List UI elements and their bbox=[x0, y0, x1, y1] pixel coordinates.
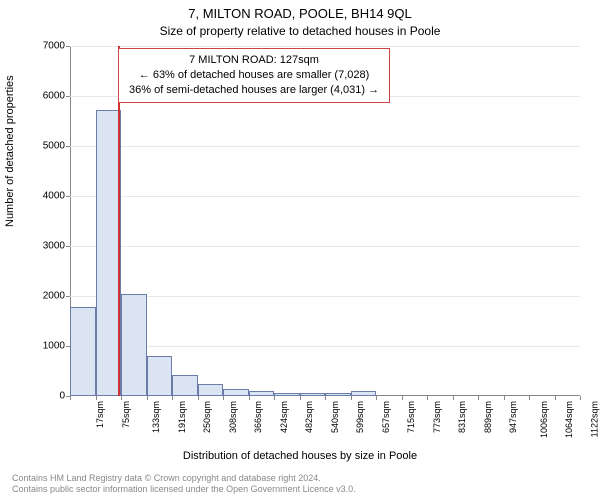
annotation-line-2: ← 63% of detached houses are smaller (7,… bbox=[129, 68, 379, 83]
y-tick-label: 3000 bbox=[30, 241, 65, 252]
x-tick-label: 133sqm bbox=[151, 401, 161, 433]
y-tick-label: 6000 bbox=[30, 91, 65, 102]
x-tick bbox=[70, 396, 71, 400]
x-tick-label: 191sqm bbox=[177, 401, 187, 433]
x-tick-label: 599sqm bbox=[355, 401, 365, 433]
x-tick-label: 773sqm bbox=[432, 401, 442, 433]
x-tick-label: 1006sqm bbox=[539, 401, 549, 438]
x-tick-label: 889sqm bbox=[483, 401, 493, 433]
y-tick-label: 1000 bbox=[30, 341, 65, 352]
chart-title-main: 7, MILTON ROAD, POOLE, BH14 9QL bbox=[0, 6, 600, 21]
x-tick-label: 366sqm bbox=[253, 401, 263, 433]
x-tick bbox=[478, 396, 479, 400]
histogram-bar bbox=[274, 393, 300, 397]
x-tick bbox=[453, 396, 454, 400]
grid-line bbox=[70, 146, 580, 147]
annotation-box: 7 MILTON ROAD: 127sqm ← 63% of detached … bbox=[118, 48, 390, 103]
x-tick-label: 1064sqm bbox=[564, 401, 574, 438]
x-tick bbox=[580, 396, 581, 400]
y-tick bbox=[66, 246, 70, 247]
footer-attribution: Contains HM Land Registry data © Crown c… bbox=[12, 473, 356, 496]
x-tick bbox=[555, 396, 556, 400]
x-tick bbox=[249, 396, 250, 400]
chart-title-sub: Size of property relative to detached ho… bbox=[0, 24, 600, 38]
x-tick bbox=[300, 396, 301, 400]
chart-container: 7, MILTON ROAD, POOLE, BH14 9QL Size of … bbox=[0, 0, 600, 500]
y-tick-label: 7000 bbox=[30, 41, 65, 52]
x-tick bbox=[325, 396, 326, 400]
x-tick bbox=[121, 396, 122, 400]
x-tick bbox=[172, 396, 173, 400]
x-axis-title: Distribution of detached houses by size … bbox=[0, 450, 600, 462]
x-tick bbox=[223, 396, 224, 400]
x-tick bbox=[147, 396, 148, 400]
histogram-bar bbox=[172, 375, 198, 397]
x-tick bbox=[427, 396, 428, 400]
annotation-line-1: 7 MILTON ROAD: 127sqm bbox=[129, 53, 379, 68]
x-tick-label: 831sqm bbox=[457, 401, 467, 433]
footer-line-1: Contains HM Land Registry data © Crown c… bbox=[12, 473, 356, 485]
y-tick-label: 2000 bbox=[30, 291, 65, 302]
x-tick-label: 1122sqm bbox=[589, 401, 599, 437]
histogram-bar bbox=[70, 307, 96, 396]
x-tick-label: 424sqm bbox=[279, 401, 289, 433]
x-tick-label: 75sqm bbox=[121, 401, 131, 428]
y-tick bbox=[66, 46, 70, 47]
histogram-bar bbox=[223, 389, 249, 396]
x-tick bbox=[274, 396, 275, 400]
y-tick bbox=[66, 196, 70, 197]
histogram-bar bbox=[198, 384, 224, 396]
y-tick-label: 0 bbox=[30, 391, 65, 402]
x-tick-label: 308sqm bbox=[228, 401, 238, 433]
histogram-bar bbox=[300, 393, 326, 396]
x-tick bbox=[504, 396, 505, 400]
grid-line bbox=[70, 46, 580, 47]
x-tick bbox=[198, 396, 199, 400]
x-tick-label: 250sqm bbox=[202, 401, 212, 433]
y-tick bbox=[66, 96, 70, 97]
x-tick-label: 482sqm bbox=[304, 401, 314, 433]
x-tick-label: 715sqm bbox=[406, 401, 416, 433]
footer-line-2: Contains public sector information licen… bbox=[12, 484, 356, 496]
x-tick bbox=[96, 396, 97, 400]
y-tick-label: 5000 bbox=[30, 141, 65, 152]
histogram-bar bbox=[96, 110, 122, 396]
grid-line bbox=[70, 296, 580, 297]
histogram-bar bbox=[325, 393, 351, 396]
histogram-bar bbox=[249, 391, 275, 396]
y-tick bbox=[66, 146, 70, 147]
x-tick-label: 540sqm bbox=[330, 401, 340, 433]
x-tick bbox=[351, 396, 352, 400]
y-tick-label: 4000 bbox=[30, 191, 65, 202]
x-tick-label: 17sqm bbox=[95, 401, 105, 428]
x-tick-label: 657sqm bbox=[381, 401, 391, 433]
x-tick bbox=[529, 396, 530, 400]
grid-line bbox=[70, 246, 580, 247]
y-tick bbox=[66, 296, 70, 297]
grid-line bbox=[70, 346, 580, 347]
x-tick bbox=[376, 396, 377, 400]
annotation-line-3: 36% of semi-detached houses are larger (… bbox=[129, 83, 379, 98]
histogram-bar bbox=[121, 294, 147, 396]
x-tick-label: 947sqm bbox=[508, 401, 518, 433]
x-tick bbox=[402, 396, 403, 400]
histogram-bar bbox=[147, 356, 173, 396]
histogram-bar bbox=[351, 391, 377, 397]
y-axis-title: Number of detached properties bbox=[4, 75, 16, 227]
grid-line bbox=[70, 196, 580, 197]
